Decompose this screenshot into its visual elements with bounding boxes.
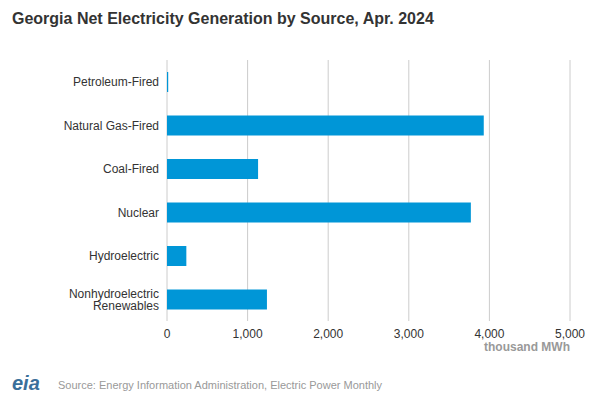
svg-text:Petroleum-Fired: Petroleum-Fired <box>73 75 159 89</box>
svg-text:Nuclear: Nuclear <box>118 206 159 220</box>
svg-text:NonhydroelectricRenewables: NonhydroelectricRenewables <box>69 287 159 313</box>
svg-text:Hydroelectric: Hydroelectric <box>89 249 159 263</box>
svg-text:3,000: 3,000 <box>394 327 424 341</box>
html-text:thousand MWh: thousand MWh <box>484 340 570 354</box>
svg-text:5,000: 5,000 <box>555 327 585 341</box>
html-text:Source: Energy Information Adm: Source: Energy Information Administratio… <box>58 379 382 391</box>
svg-text:Coal-Fired: Coal-Fired <box>103 162 159 176</box>
svg-text:0: 0 <box>164 327 171 341</box>
html-text:Georgia Net Electricity Genera: Georgia Net Electricity Generation by So… <box>12 10 434 27</box>
svg-text:1,000: 1,000 <box>233 327 263 341</box>
svg-text:Natural Gas-Fired: Natural Gas-Fired <box>64 119 159 133</box>
svg-text:2,000: 2,000 <box>313 327 343 341</box>
html-text:eia: eia <box>12 372 40 394</box>
svg-text:4,000: 4,000 <box>474 327 504 341</box>
